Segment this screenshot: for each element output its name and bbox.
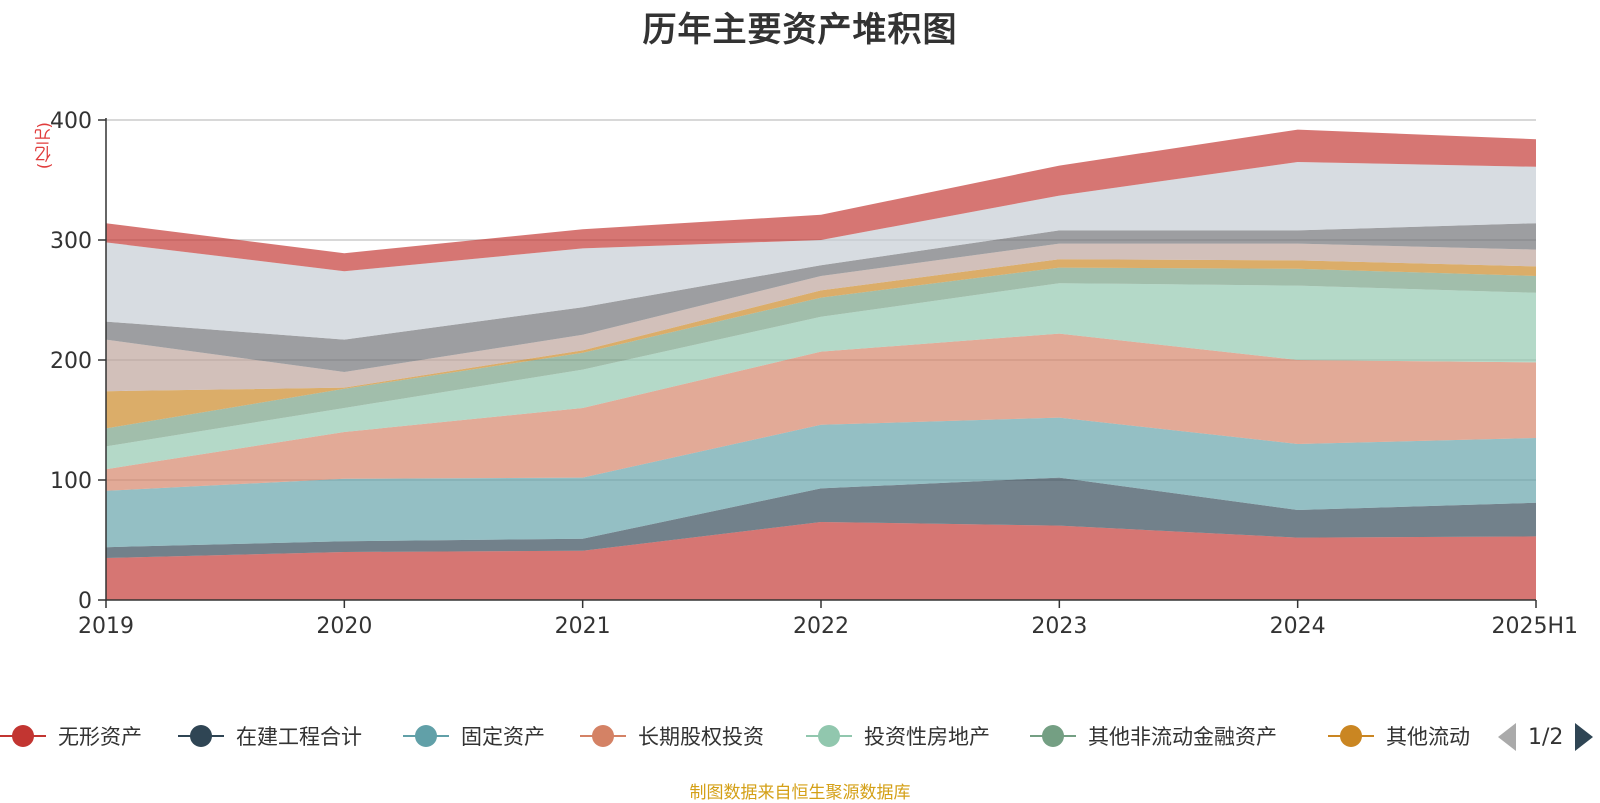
legend-marker-icon [403,718,449,754]
legend-label: 固定资产 [461,725,545,749]
legend-item[interactable]: 无形资产 [0,718,142,754]
legend-marker-icon [1030,718,1076,754]
y-tick-label: 200 [50,349,92,374]
x-tick-label: 2019 [78,614,134,639]
legend-item[interactable]: 在建工程合计 [178,718,362,754]
next-page-icon[interactable] [1575,723,1594,751]
area-series-1 [106,522,1536,600]
x-tick-label: 2024 [1270,614,1326,639]
x-tick-label: 2020 [316,614,372,639]
legend-marker-icon [806,718,852,754]
x-tick-label: 2025H1 [1491,614,1578,639]
area-series-5 [106,283,1536,470]
area-series-8 [106,243,1536,392]
area-series-2 [106,477,1536,558]
area-series-11 [106,129,1536,272]
chart-title: 历年主要资产堆积图 [642,10,958,50]
area-series-6 [106,267,1536,447]
area-series-4 [106,333,1536,491]
y-tick-label: 300 [50,229,92,254]
legend-pager: 1/2 [1498,720,1594,754]
legend-label: 长期股权投资 [638,725,764,749]
legend-page-indicator: 1/2 [1528,724,1564,750]
data-source-note: 制图数据来自恒生聚源数据库 [689,783,911,803]
legend-label: 投资性房地产 [864,725,990,749]
area-series-10 [106,162,1536,340]
y-tick-label: 400 [50,109,92,134]
legend-label: 其他非流动金融资产 [1088,725,1277,749]
legend-item[interactable]: 其他非流动金融资产 [1030,718,1277,754]
legend-marker-icon [178,718,224,754]
legend-item[interactable]: 长期股权投资 [580,718,764,754]
legend-marker-icon [1328,718,1374,754]
y-tick-label: 0 [78,589,92,614]
area-series-9 [106,223,1536,372]
x-tick-label: 2023 [1031,614,1087,639]
legend-label: 其他流动 [1386,725,1470,749]
legend-marker-icon [0,718,46,754]
legend-item[interactable]: 固定资产 [403,718,545,754]
stacked-area-chart: 0 100 200 300 400 2019 2020 2021 2022 2023 2024 202… [50,109,1578,639]
legend-label: 在建工程合计 [236,725,362,749]
x-tick-label: 2021 [555,614,611,639]
x-tick-label: 2022 [793,614,849,639]
area-series-3 [106,417,1536,548]
legend-marker-icon [580,718,626,754]
legend: 无形资产 在建工程合计 固定资产 长期股权投资 投资性房地产 其他非流动金融资产 其他流动 [0,718,1600,754]
legend-item[interactable]: 投资性房地产 [806,718,990,754]
prev-page-icon[interactable] [1498,723,1516,751]
y-tick-label: 100 [50,469,92,494]
legend-label: 无形资产 [58,725,142,749]
legend-item[interactable]: 其他流动 [1328,718,1470,754]
area-series-7 [106,259,1536,429]
